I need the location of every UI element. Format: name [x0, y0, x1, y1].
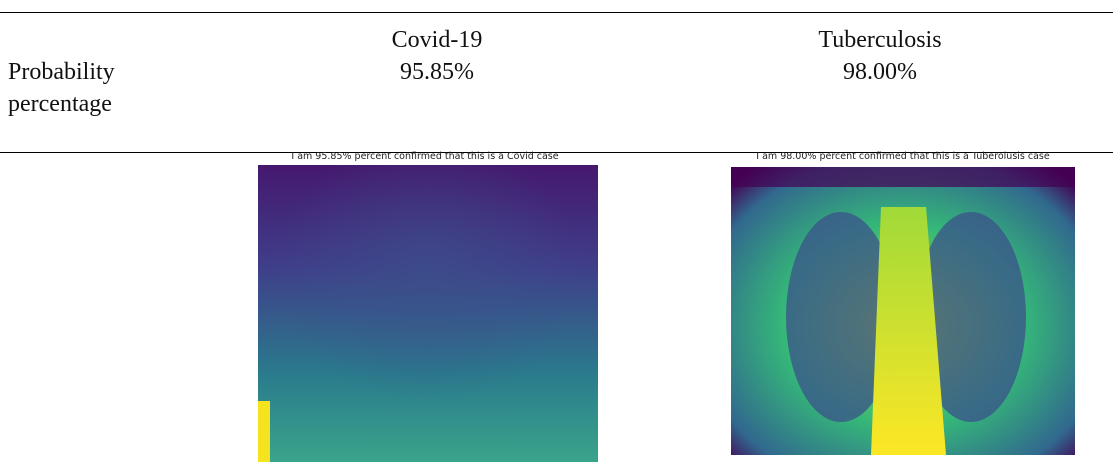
top-rule	[0, 12, 1113, 13]
covid-xray-image	[258, 165, 598, 462]
column-header: Covid-19	[391, 27, 483, 53]
row-label: Probability percentage	[8, 59, 115, 117]
cell-value: 98.00%	[843, 59, 917, 85]
image-caption: I am 95.85% percent confirmed that this …	[291, 151, 559, 162]
cell-value: 95.85%	[400, 59, 474, 85]
column-header: Tuberculosis	[818, 27, 942, 53]
tb-xray-image	[731, 167, 1075, 455]
image-caption: I am 98.00% percent confirmed that this …	[756, 151, 1050, 162]
header-rule	[0, 152, 1113, 153]
